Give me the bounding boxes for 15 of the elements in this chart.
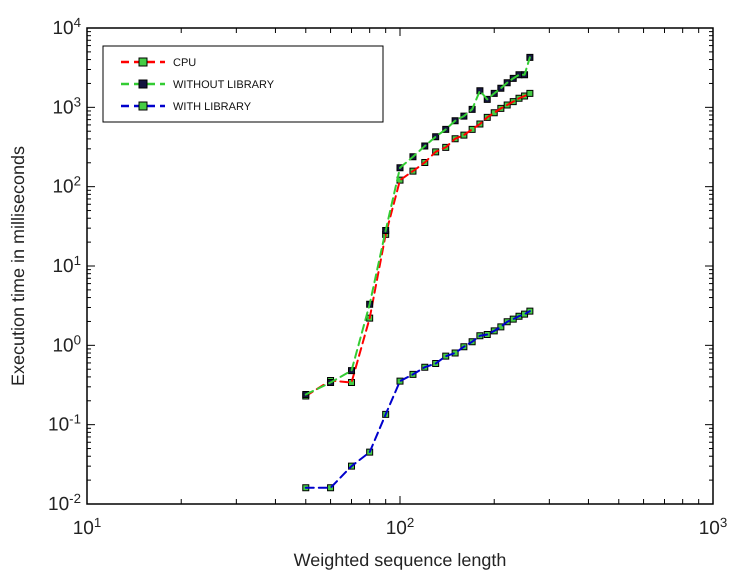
y-tick-label: 10$^{2}$ [52, 173, 81, 198]
y-tick-label: 10$^{-1}$ [48, 411, 81, 436]
y-tick-label: 10$^{1}$ [52, 252, 81, 277]
y-tick-label: 10$^{3}$ [52, 94, 81, 118]
x-tick-label: 10$^{1}$ [72, 514, 102, 539]
legend-label: WITHOUT LIBRARY [173, 79, 275, 91]
x-axis-title: Weighted sequence length [294, 550, 506, 570]
x-tick-label: 10$^{3}$ [698, 514, 728, 539]
legend-label: CPU [173, 57, 196, 69]
y-tick-label: 10$^{-2}$ [48, 490, 81, 515]
y-axis-title: Execution time in milliseconds [8, 146, 28, 386]
y-tick-label: 10$^{0}$ [52, 332, 81, 356]
y-tick-label: 10$^{4}$ [52, 14, 81, 39]
x-tick-label: 10$^{2}$ [386, 514, 414, 539]
legend-label: WITH LIBRARY [173, 101, 252, 113]
